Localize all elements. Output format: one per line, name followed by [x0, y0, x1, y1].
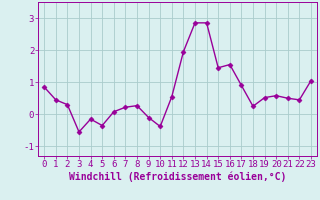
X-axis label: Windchill (Refroidissement éolien,°C): Windchill (Refroidissement éolien,°C) [69, 172, 286, 182]
